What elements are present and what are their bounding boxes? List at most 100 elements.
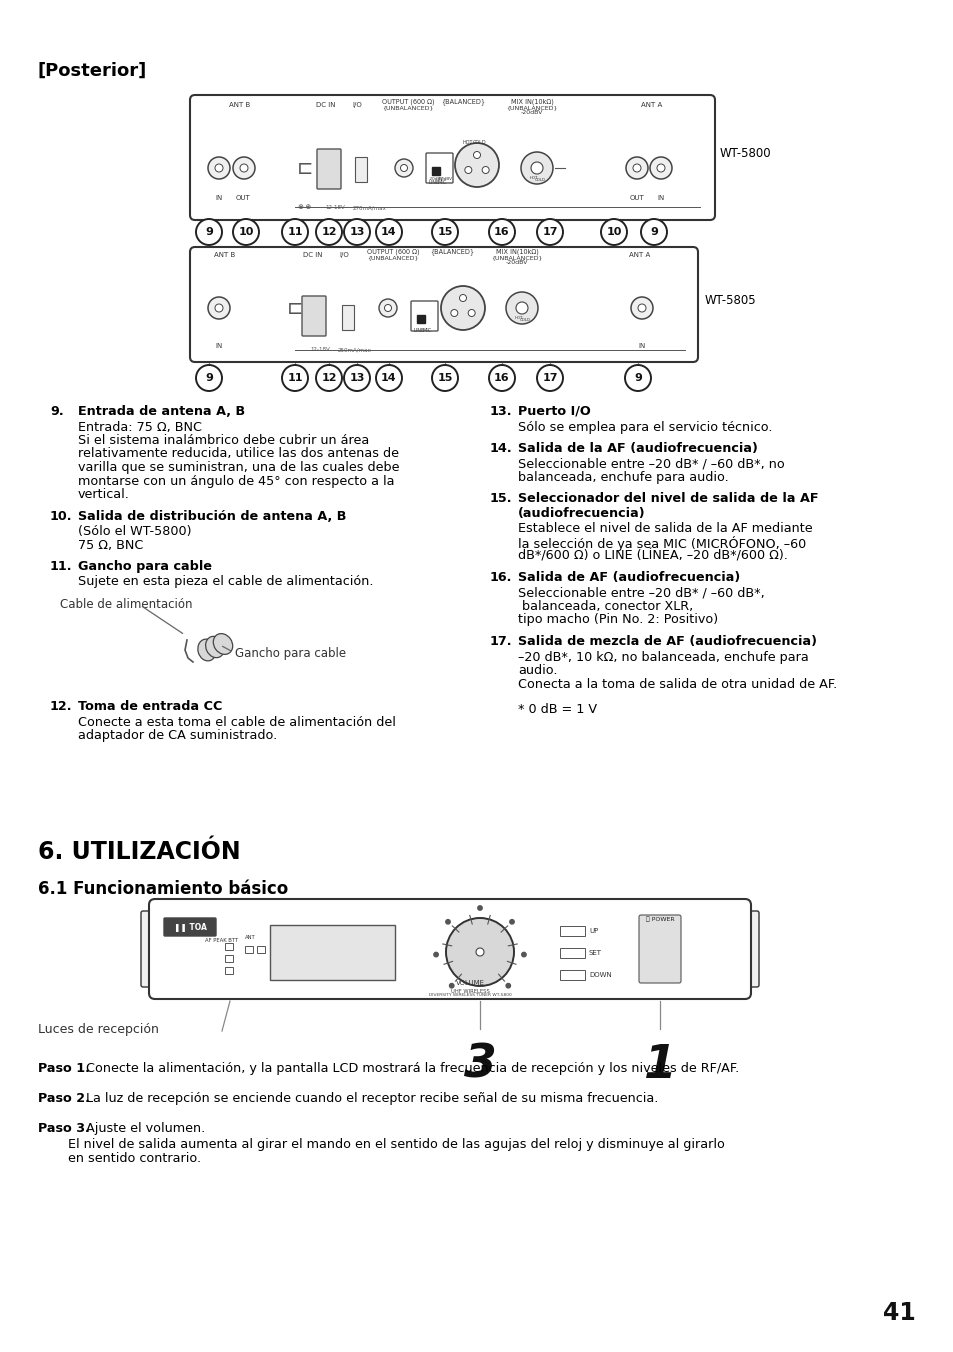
Circle shape: [638, 304, 645, 312]
Text: 9: 9: [649, 227, 658, 237]
Text: Entrada de antena A, B: Entrada de antena A, B: [78, 406, 245, 418]
Text: {UNBALANCED}: {UNBALANCED}: [367, 256, 418, 260]
Text: Si el sistema inalámbrico debe cubrir un área: Si el sistema inalámbrico debe cubrir un…: [78, 434, 369, 448]
Circle shape: [625, 157, 647, 178]
Text: la selección de ya sea MIC (MICRÓFONO, –60: la selección de ya sea MIC (MICRÓFONO, –…: [517, 535, 805, 552]
Text: -60dBV: -60dBV: [437, 177, 453, 181]
Text: 41: 41: [882, 1301, 915, 1325]
Text: dB*/600 Ω) o LINE (LÍNEA, –20 dB*/600 Ω).: dB*/600 Ω) o LINE (LÍNEA, –20 dB*/600 Ω)…: [517, 549, 787, 562]
Circle shape: [344, 219, 370, 245]
Text: (audiofrecuencia): (audiofrecuencia): [517, 507, 645, 521]
Text: Salida de distribución de antena A, B: Salida de distribución de antena A, B: [78, 510, 346, 522]
Text: ⊏: ⊏: [296, 158, 313, 177]
Text: MIC: MIC: [422, 329, 432, 333]
Circle shape: [468, 310, 475, 316]
Text: Gancho para cable: Gancho para cable: [234, 648, 346, 660]
Bar: [559, 926, 584, 936]
Text: IN: IN: [215, 343, 222, 349]
Text: ANT A: ANT A: [629, 251, 650, 258]
Circle shape: [489, 219, 515, 245]
Circle shape: [455, 143, 498, 187]
Text: -20dBV: -20dBV: [505, 260, 528, 265]
Circle shape: [282, 219, 308, 245]
Text: –20 dB*, 10 kΩ, no balanceada, enchufe para: –20 dB*, 10 kΩ, no balanceada, enchufe p…: [517, 650, 808, 664]
Text: audio.: audio.: [517, 664, 557, 677]
Circle shape: [649, 157, 671, 178]
Text: WT-5800: WT-5800: [720, 147, 771, 160]
Circle shape: [531, 162, 542, 174]
Circle shape: [378, 299, 396, 316]
Text: adaptador de CA suministrado.: adaptador de CA suministrado.: [78, 729, 277, 742]
Text: I/O: I/O: [338, 251, 349, 258]
Circle shape: [233, 219, 258, 245]
FancyBboxPatch shape: [190, 247, 698, 362]
Circle shape: [315, 365, 341, 391]
Circle shape: [624, 365, 650, 391]
Circle shape: [449, 983, 454, 988]
Text: {BALANCED}: {BALANCED}: [440, 99, 484, 105]
Text: Seleccionable entre –20 dB* / –60 dB*, no: Seleccionable entre –20 dB* / –60 dB*, n…: [517, 457, 784, 470]
Circle shape: [434, 952, 437, 957]
FancyBboxPatch shape: [302, 296, 326, 337]
Text: 13.: 13.: [490, 406, 512, 418]
Text: tipo macho (Pin No. 2: Positivo): tipo macho (Pin No. 2: Positivo): [517, 614, 718, 626]
FancyBboxPatch shape: [141, 911, 159, 987]
Text: Ajuste el volumen.: Ajuste el volumen.: [82, 1122, 205, 1134]
Text: DC IN: DC IN: [315, 101, 335, 108]
Bar: [225, 942, 233, 950]
Circle shape: [446, 918, 514, 986]
Bar: [245, 946, 253, 953]
Text: Conecte a esta toma el cable de alimentación del: Conecte a esta toma el cable de alimenta…: [78, 715, 395, 729]
Text: 11.: 11.: [50, 560, 72, 573]
Text: Salida de la AF (audiofrecuencia): Salida de la AF (audiofrecuencia): [517, 442, 757, 456]
Text: 11: 11: [287, 227, 302, 237]
Circle shape: [489, 365, 515, 391]
Text: 9: 9: [205, 227, 213, 237]
Text: ⊕-⊕: ⊕-⊕: [297, 204, 312, 210]
Circle shape: [432, 365, 457, 391]
Text: ⊏: ⊏: [287, 299, 303, 318]
Circle shape: [600, 219, 626, 245]
Text: balanceada, enchufe para audio.: balanceada, enchufe para audio.: [517, 470, 728, 484]
Text: 13: 13: [349, 227, 364, 237]
Text: Seleccionable entre –20 dB* / –60 dB*,: Seleccionable entre –20 dB* / –60 dB*,: [517, 587, 764, 599]
Circle shape: [208, 157, 230, 178]
Circle shape: [451, 310, 457, 316]
Bar: [225, 967, 233, 973]
Circle shape: [537, 365, 562, 391]
Circle shape: [521, 952, 525, 957]
Ellipse shape: [213, 634, 233, 654]
Text: 17: 17: [541, 373, 558, 383]
Text: Conecta a la toma de salida de otra unidad de AF.: Conecta a la toma de salida de otra unid…: [517, 677, 837, 691]
Text: MIX IN(10kΩ): MIX IN(10kΩ): [496, 249, 537, 256]
Text: SET: SET: [588, 950, 601, 956]
Circle shape: [282, 365, 308, 391]
Text: 1: 1: [643, 1042, 676, 1088]
FancyBboxPatch shape: [411, 301, 437, 331]
Text: HOT: HOT: [529, 176, 537, 180]
Bar: [355, 157, 367, 183]
Text: 11: 11: [287, 373, 302, 383]
Circle shape: [459, 295, 466, 301]
Text: [Posterior]: [Posterior]: [38, 62, 147, 80]
Text: ANT A: ANT A: [640, 101, 662, 108]
Bar: [270, 925, 395, 980]
Text: Gancho para cable: Gancho para cable: [78, 560, 212, 573]
Bar: [559, 969, 584, 980]
Circle shape: [384, 304, 391, 311]
Circle shape: [315, 219, 341, 245]
Text: {UNBALANCED}: {UNBALANCED}: [382, 105, 434, 110]
Circle shape: [516, 301, 527, 314]
Text: COLD: COLD: [473, 141, 486, 145]
Text: 10.: 10.: [50, 510, 72, 522]
Text: vertical.: vertical.: [78, 488, 130, 502]
Text: AF PEAK BTT: AF PEAK BTT: [205, 938, 238, 942]
Text: Paso 2.: Paso 2.: [38, 1092, 90, 1105]
Text: 6.1 Funcionamiento básico: 6.1 Funcionamiento básico: [38, 880, 288, 898]
Text: * 0 dB = 1 V: * 0 dB = 1 V: [517, 703, 597, 717]
FancyBboxPatch shape: [639, 915, 680, 983]
Text: DIVERSITY WIRELESS TUNER WT-5800: DIVERSITY WIRELESS TUNER WT-5800: [428, 992, 511, 996]
Text: ❚❚ TOA: ❚❚ TOA: [173, 922, 206, 932]
Text: Paso 3.: Paso 3.: [38, 1122, 90, 1134]
Circle shape: [214, 304, 223, 312]
